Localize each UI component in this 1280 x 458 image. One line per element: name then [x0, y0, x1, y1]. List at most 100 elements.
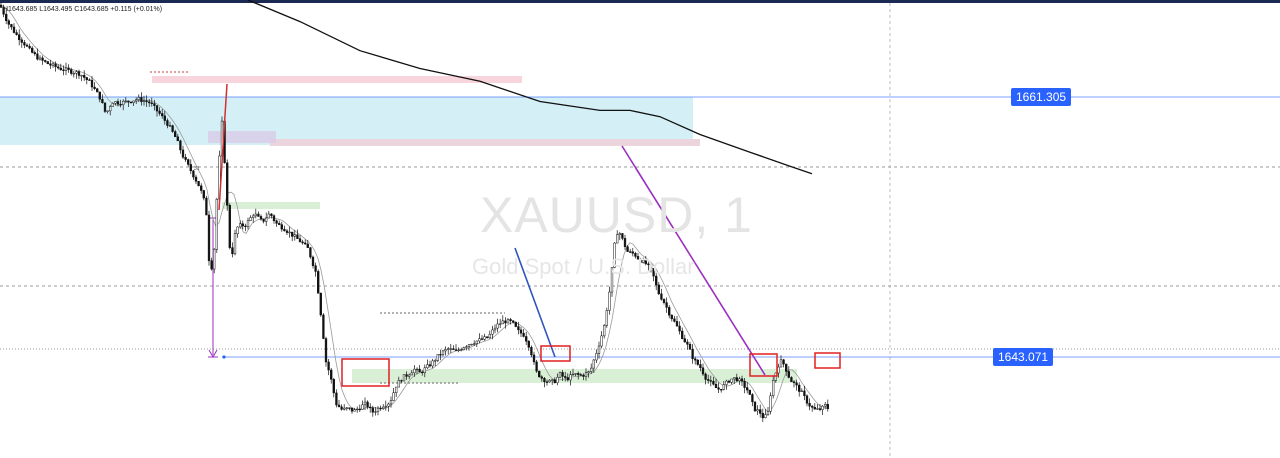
candle-body — [259, 216, 263, 220]
candle-body — [122, 100, 125, 106]
candle-body — [649, 264, 653, 269]
candle-body — [103, 102, 107, 112]
candle-body — [384, 405, 387, 408]
candle-body — [96, 88, 99, 93]
candle-body — [457, 349, 460, 351]
candle-body — [415, 368, 419, 371]
violet-zone[interactable] — [208, 131, 276, 143]
candle-body — [460, 349, 463, 351]
candle-body — [171, 125, 174, 132]
price-tag-upper[interactable]: 1661.305 — [1011, 88, 1072, 106]
candle-body — [673, 318, 676, 322]
candle-body — [787, 371, 790, 378]
ma-fast-line[interactable] — [0, 4, 829, 413]
candle-body — [699, 364, 702, 368]
candle-body — [683, 338, 686, 343]
candle-body — [558, 372, 562, 378]
price-tag-lower[interactable]: 1643.071 — [993, 348, 1054, 366]
candle-body — [426, 364, 429, 369]
green-zone-upper[interactable] — [222, 202, 320, 209]
candle-body — [340, 406, 343, 410]
candle-body — [54, 63, 57, 68]
candle-body — [465, 346, 468, 348]
candle-body — [7, 20, 10, 25]
red-resistance-zone[interactable] — [152, 76, 522, 83]
candle-body — [818, 408, 822, 410]
candle-body — [756, 409, 759, 412]
candle-body — [72, 73, 75, 75]
candle-body — [335, 392, 338, 406]
candle-body — [522, 332, 525, 337]
candle-body — [655, 275, 658, 286]
candle-body — [738, 378, 741, 382]
candle-body — [597, 345, 601, 354]
candle-body — [114, 101, 117, 104]
candle-body — [135, 99, 138, 102]
candle-body — [31, 47, 34, 53]
candle-body — [90, 79, 94, 88]
candle-body — [293, 234, 296, 237]
candle-body — [241, 223, 244, 227]
candle-body — [83, 75, 86, 78]
green-demand-zone[interactable] — [352, 369, 797, 383]
candle-body — [57, 66, 60, 69]
red-marker-box[interactable] — [749, 353, 778, 377]
candle-body — [603, 325, 606, 337]
candle-body — [545, 381, 549, 383]
candle-body — [207, 214, 211, 262]
candle-body — [46, 61, 49, 65]
candle-body — [701, 367, 705, 375]
candle-body — [392, 392, 395, 401]
candle-body — [720, 389, 723, 391]
candle-body — [205, 197, 208, 216]
candle-body — [704, 373, 707, 380]
candle-body — [356, 408, 359, 411]
candle-body — [275, 220, 278, 224]
candle-body — [265, 217, 268, 222]
candle-body — [168, 125, 172, 127]
candle-body — [436, 354, 439, 361]
candle-body — [376, 407, 380, 412]
ma-slow-line[interactable] — [247, 0, 813, 175]
candle-body — [246, 220, 250, 227]
candle-body — [119, 103, 122, 106]
candle-body — [486, 336, 489, 339]
candle-body — [0, 4, 3, 8]
red-spike-line[interactable] — [218, 83, 228, 211]
candle-body — [106, 110, 109, 112]
candle-body — [540, 376, 543, 379]
blue-trend-line[interactable] — [514, 247, 556, 358]
lower-price-line-anchor[interactable] — [222, 355, 226, 359]
candle-body — [296, 234, 299, 239]
candle-body — [707, 379, 710, 381]
candle-body — [306, 243, 309, 248]
candle-body — [210, 260, 213, 270]
candle-body — [821, 405, 824, 410]
candle-body — [150, 102, 153, 104]
red-marker-box[interactable] — [540, 345, 571, 362]
purple-trend-line[interactable] — [621, 145, 766, 376]
candle-body — [382, 406, 385, 409]
candle-body — [772, 380, 775, 397]
red-marker-box[interactable] — [341, 358, 390, 387]
red-zone-right[interactable] — [270, 139, 700, 146]
candle-body — [626, 246, 629, 252]
red-marker-box[interactable] — [814, 352, 841, 369]
candle-body — [444, 349, 447, 352]
candle-body — [532, 354, 536, 363]
candle-body — [213, 249, 216, 270]
watermark-symbol: XAUUSD, 1 — [480, 187, 753, 243]
candle-body — [158, 110, 161, 114]
candle-body — [691, 349, 694, 360]
ohlc-readout: H1643.685 L1643.495 C1643.685 +0.115 (+0… — [3, 6, 163, 13]
candle-body — [743, 381, 746, 388]
candle-body — [449, 348, 452, 350]
candle-body — [618, 233, 621, 235]
candle-body — [233, 233, 237, 255]
candle-body — [709, 380, 712, 382]
candle-body — [483, 336, 486, 340]
candle-body — [600, 335, 603, 347]
candle-body — [660, 293, 663, 300]
